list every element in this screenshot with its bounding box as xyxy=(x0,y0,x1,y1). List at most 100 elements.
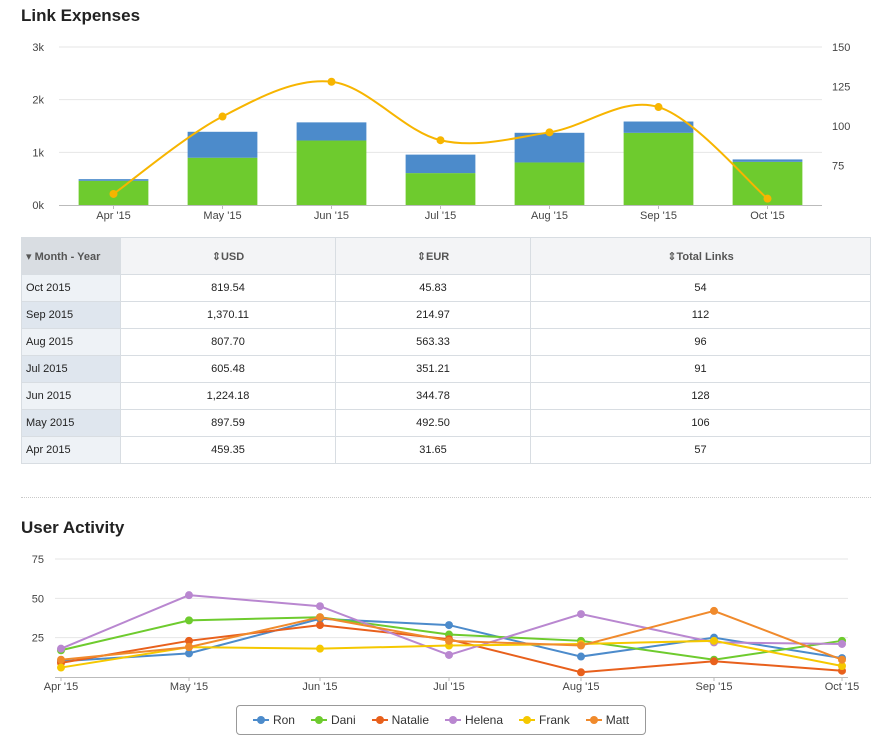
point-matt xyxy=(710,606,718,615)
point-natalie xyxy=(185,636,193,645)
legend-swatch-matt xyxy=(585,715,602,725)
point-helena xyxy=(577,610,585,619)
point-frank xyxy=(316,644,324,653)
cell-usd: 1,370.11 xyxy=(120,301,336,329)
bar-segment-1 xyxy=(732,159,803,162)
y-tick-label: 3k xyxy=(32,42,44,54)
bar-segment-1 xyxy=(623,121,694,133)
links-point xyxy=(763,194,772,203)
cell-eur: 214.97 xyxy=(335,301,531,329)
cell-total-links: 91 xyxy=(530,355,871,383)
y-tick-label: 25 xyxy=(32,633,44,645)
cell-total-links: 54 xyxy=(530,274,871,302)
legend-item-helena[interactable]: Helena xyxy=(445,713,503,727)
table-row: May 2015 897.59 492.50 106 xyxy=(21,409,871,437)
point-matt xyxy=(57,655,65,664)
column-header-month-year[interactable]: ▾ Month - Year xyxy=(21,237,121,275)
column-header-usd[interactable]: ⇕USD xyxy=(120,237,336,275)
bar-segment-1 xyxy=(405,154,476,174)
x-tick-label: Oct '15 xyxy=(825,681,860,693)
y2-tick-label: 75 xyxy=(832,161,844,173)
user-activity-chart: 25 50 75 Apr '15 May '15 Jun '15 Jul '15 Aug '1… xyxy=(32,554,860,693)
point-ron xyxy=(577,652,585,661)
legend-item-matt[interactable]: Matt xyxy=(585,713,630,727)
y2-tick-label: 125 xyxy=(832,82,850,94)
x-tick-label: Jul '15 xyxy=(425,210,456,222)
cell-month: Apr 2015 xyxy=(21,436,121,464)
x-tick-label: Sep '15 xyxy=(696,681,733,693)
cell-month: Oct 2015 xyxy=(21,274,121,302)
sort-icon: ⇕ xyxy=(211,250,221,263)
legend-item-frank[interactable]: Frank xyxy=(519,713,570,727)
y-tick-label: 75 xyxy=(32,554,44,566)
bar-segment-0 xyxy=(187,157,258,205)
point-matt xyxy=(185,643,193,652)
legend-label: Matt xyxy=(605,713,630,727)
table-row: Jun 2015 1,224.18 344.78 128 xyxy=(21,382,871,410)
links-point xyxy=(109,189,118,198)
table-row: Sep 2015 1,370.11 214.97 112 xyxy=(21,301,871,329)
point-matt xyxy=(445,636,453,645)
y-tick-label: 50 xyxy=(32,593,44,605)
cell-total-links: 112 xyxy=(530,301,871,329)
bar-segment-0 xyxy=(405,173,476,205)
sort-icon: ⇕ xyxy=(667,250,677,263)
point-helena xyxy=(838,639,846,648)
legend-item-ron[interactable]: Ron xyxy=(252,713,295,727)
y2-tick-label: 100 xyxy=(832,121,850,133)
expenses-table: ▾ Month - Year ⇕USD ⇕EUR ⇕Total Links Oc… xyxy=(21,237,871,464)
y-tick-label: 1k xyxy=(32,147,44,159)
bar-segment-1 xyxy=(78,179,149,181)
x-tick-label: Sep '15 xyxy=(640,210,677,222)
cell-month: Sep 2015 xyxy=(21,301,121,329)
x-tick-label: Aug '15 xyxy=(563,681,600,693)
x-tick-label: May '15 xyxy=(203,210,241,222)
point-ron xyxy=(445,621,453,630)
user-activity-title: User Activity xyxy=(21,518,125,537)
x-tick-label: Jun '15 xyxy=(302,681,337,693)
links-point xyxy=(436,136,445,145)
legend-item-natalie[interactable]: Natalie xyxy=(371,713,429,727)
section-divider xyxy=(21,497,871,498)
link-expenses-chart: 0k 1k 2k 3k 75 100 125 150 Apr '15 May '15 Jun '15… xyxy=(32,42,850,222)
y-tick-label: 2k xyxy=(32,95,44,107)
table-header-row: ▾ Month - Year ⇕USD ⇕EUR ⇕Total Links xyxy=(21,237,871,275)
legend-label: Frank xyxy=(539,713,570,727)
links-point xyxy=(654,103,663,112)
point-matt xyxy=(838,655,846,664)
point-natalie xyxy=(577,668,585,677)
legend-item-dani[interactable]: Dani xyxy=(310,713,356,727)
point-natalie xyxy=(316,621,324,630)
bar-segment-1 xyxy=(296,122,367,141)
y2-tick-label: 150 xyxy=(832,42,850,54)
point-helena xyxy=(316,602,324,611)
legend-swatch-natalie xyxy=(371,715,388,725)
point-frank xyxy=(710,636,718,645)
point-matt xyxy=(316,613,324,622)
x-tick-label: Jul '15 xyxy=(433,681,464,693)
bar-segment-0 xyxy=(296,140,367,205)
cell-total-links: 128 xyxy=(530,382,871,410)
point-natalie xyxy=(710,657,718,666)
column-header-eur[interactable]: ⇕EUR xyxy=(335,237,531,275)
bar-segment-0 xyxy=(514,162,585,205)
table-row: Oct 2015 819.54 45.83 54 xyxy=(21,274,871,302)
cell-eur: 45.83 xyxy=(335,274,531,302)
x-tick-label: Apr '15 xyxy=(44,681,79,693)
bar-segment-0 xyxy=(623,132,694,205)
point-helena xyxy=(445,650,453,659)
point-helena xyxy=(185,591,193,600)
cell-eur: 492.50 xyxy=(335,409,531,437)
legend-swatch-helena xyxy=(445,715,461,725)
cell-month: May 2015 xyxy=(21,409,121,437)
x-tick-label: Apr '15 xyxy=(96,210,131,222)
link-expenses-title: Link Expenses xyxy=(21,6,141,25)
cell-eur: 563.33 xyxy=(335,328,531,356)
x-tick-label: Oct '15 xyxy=(750,210,785,222)
legend-label: Dani xyxy=(330,713,356,727)
point-helena xyxy=(57,644,65,653)
point-ron xyxy=(185,649,193,658)
cell-usd: 819.54 xyxy=(120,274,336,302)
x-tick-label: Jun '15 xyxy=(314,210,349,222)
column-header-total-links[interactable]: ⇕Total Links xyxy=(530,237,871,275)
